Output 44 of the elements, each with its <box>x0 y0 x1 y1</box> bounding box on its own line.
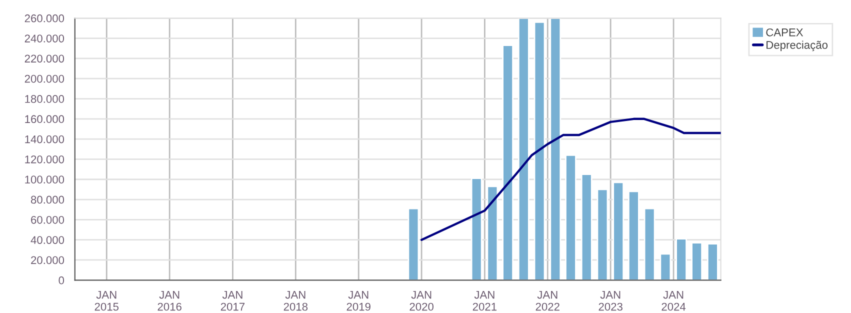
bar <box>596 188 608 280</box>
line-series <box>420 118 721 241</box>
x-tick-label: JAN 2022 <box>536 290 560 311</box>
bar <box>580 174 592 280</box>
y-tick-label: 0 <box>58 276 64 284</box>
bar <box>502 44 514 280</box>
x-tick-label: JAN 2015 <box>94 290 119 311</box>
x-tick-label: JAN 2021 <box>472 290 496 311</box>
x-tick-label: JAN 2020 <box>410 290 434 311</box>
y-tick-label: 40.000 <box>30 236 64 244</box>
x-tick-label: JAN 2017 <box>220 290 245 311</box>
y-tick-label: 100.000 <box>25 176 64 184</box>
y-tick-label: 80.000 <box>30 196 64 204</box>
x-tick-label: JAN 2019 <box>346 290 370 311</box>
bar <box>565 154 576 280</box>
y-tick-label: 220.000 <box>24 54 64 63</box>
y-tick-label: 240.000 <box>24 34 64 42</box>
bar <box>518 18 530 280</box>
bar <box>628 190 640 280</box>
y-tick-label: 20.000 <box>31 256 64 264</box>
bar <box>676 238 687 280</box>
x-tick-label: JAN 2016 <box>158 290 182 311</box>
y-tick-label: 180.000 <box>25 95 64 103</box>
legend-label: CAPEX <box>766 28 804 36</box>
bar <box>644 208 656 280</box>
x-tick-label: JAN 2023 <box>598 290 622 311</box>
y-tick-label: 160.000 <box>25 115 64 124</box>
bar <box>470 178 482 280</box>
bar <box>660 253 672 280</box>
bar <box>706 243 718 280</box>
y-tick-label: 120.000 <box>25 155 64 164</box>
bar <box>408 208 420 280</box>
legend-label: Depreciação <box>766 40 828 52</box>
bar <box>550 18 562 280</box>
bar <box>691 242 703 280</box>
bar <box>612 182 624 280</box>
x-tick-label: JAN 2018 <box>284 290 308 311</box>
y-tick-label: 140.000 <box>25 135 64 144</box>
bar <box>486 186 498 280</box>
y-tick-label: 200.000 <box>24 74 64 83</box>
y-tick-label: 260.000 <box>24 14 64 22</box>
y-tick-label: 60.000 <box>31 216 64 224</box>
bar <box>534 21 546 280</box>
x-tick-label: JAN 2024 <box>662 290 686 311</box>
